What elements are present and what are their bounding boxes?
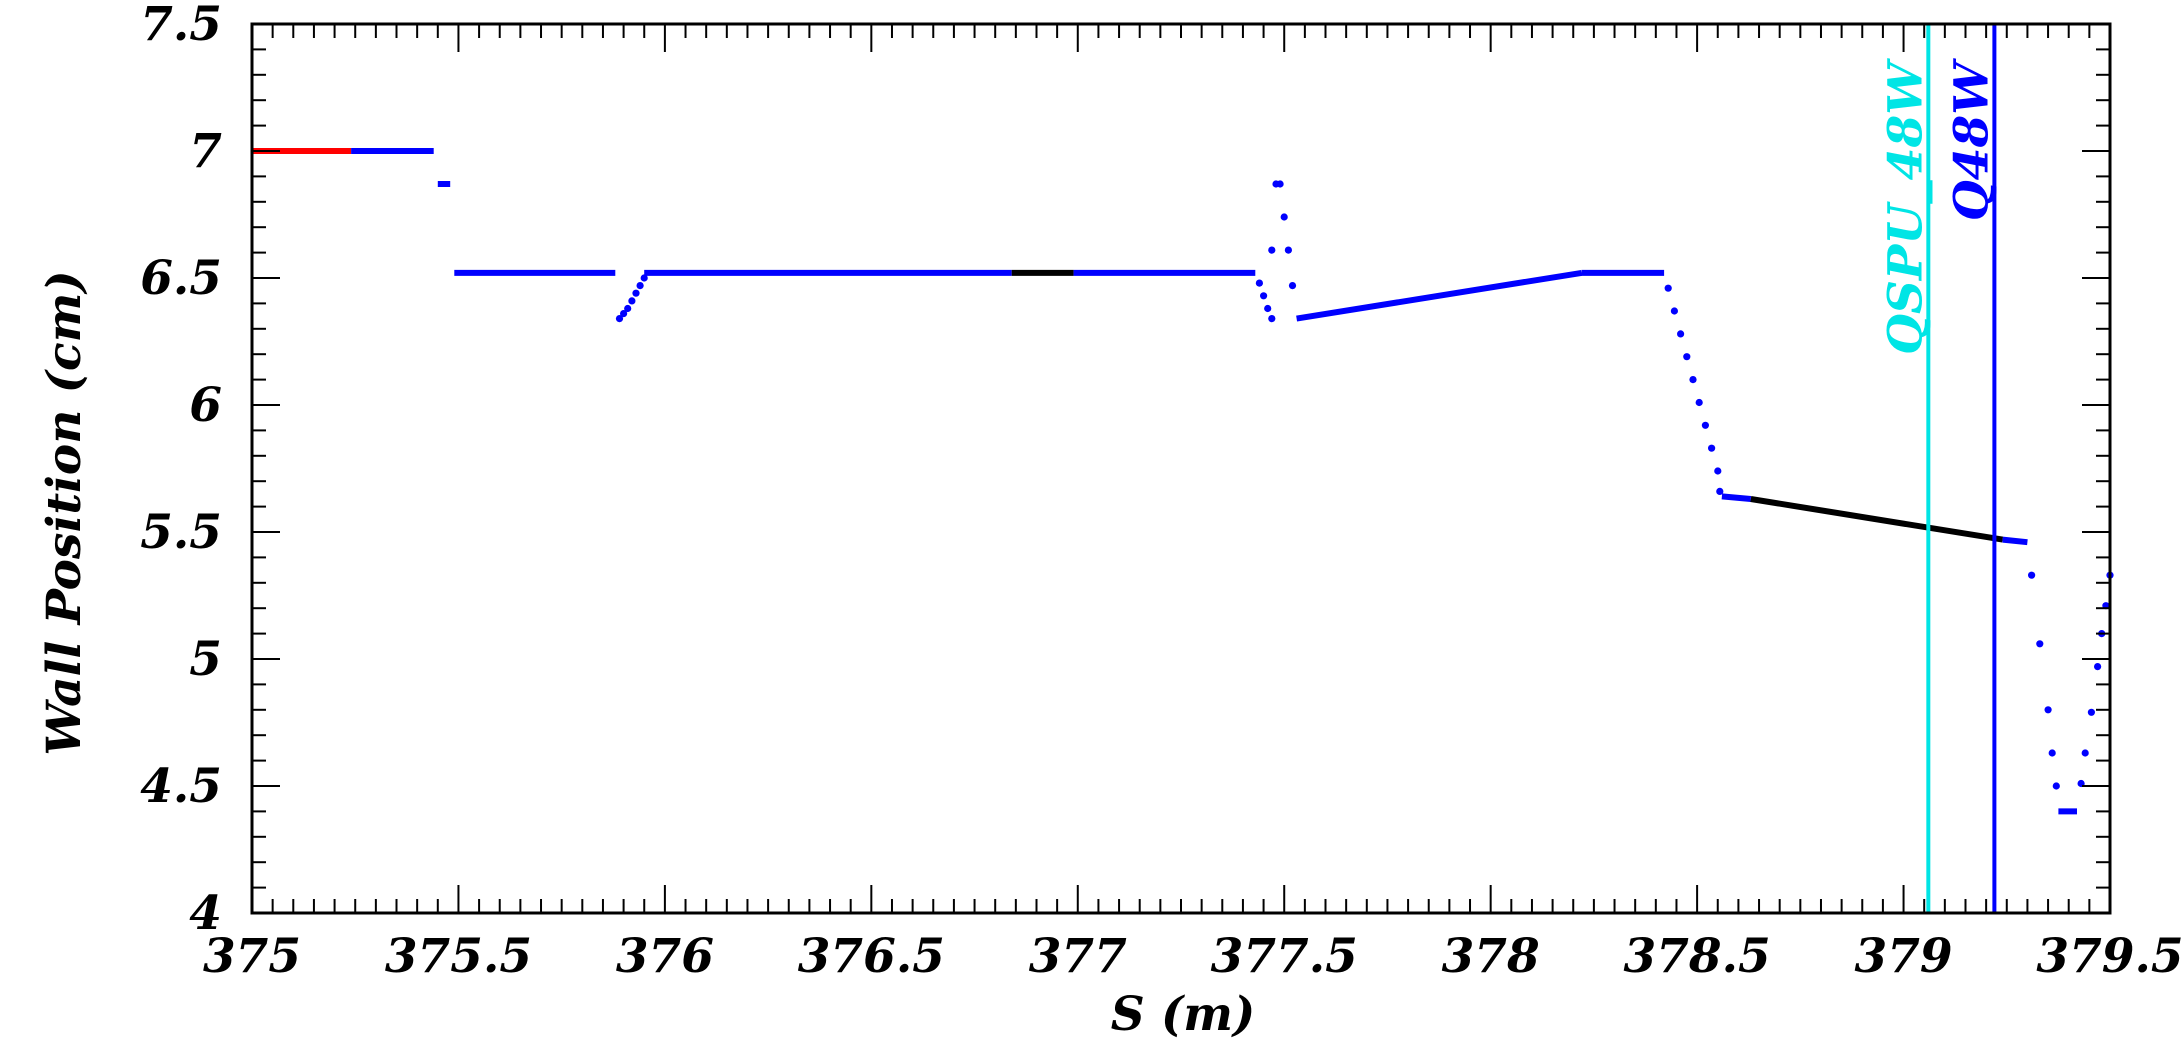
series-11-point-1	[1670, 307, 1678, 315]
x-tick-label: 376	[616, 929, 714, 984]
series-11-point-7	[1708, 444, 1716, 452]
series-segment-9	[1296, 269, 1582, 322]
series-4-point-1	[620, 310, 628, 318]
y-tick-label: 6	[189, 378, 222, 433]
series-15-point-0	[2028, 571, 2036, 579]
x-axis-title: S (m)	[1111, 987, 1256, 1042]
series-8-point-7	[1280, 213, 1288, 221]
series-8-point-4	[1268, 246, 1276, 254]
series-4-point-2	[624, 304, 632, 313]
series-11-point-8	[1714, 467, 1722, 475]
plot-frame-layer	[250, 22, 2112, 915]
x-tick-label: 377.5	[1211, 929, 1358, 984]
x-tick-label: 379.5	[2036, 929, 2183, 984]
series-4-point-4	[632, 289, 640, 297]
y-tick-label: 4	[189, 886, 222, 941]
x-tick-label: 378	[1442, 929, 1540, 984]
series-11-point-6	[1701, 421, 1709, 429]
series-17-point-1	[2081, 749, 2089, 757]
y-tick-label: 4.5	[140, 759, 222, 814]
series-15-point-4	[2052, 782, 2060, 790]
series-11-point-5	[1695, 398, 1703, 407]
x-tick-label: 376.5	[798, 929, 945, 984]
x-tick-label: 375	[203, 929, 301, 984]
series-segment-12	[1721, 493, 1752, 502]
x-tick-label: 375.5	[385, 929, 532, 984]
series-8-point-2	[1264, 304, 1272, 313]
series-11-point-4	[1689, 376, 1697, 384]
series-11-point-2	[1677, 330, 1685, 338]
data-series-layer	[252, 148, 2114, 815]
y-tick-label: 5	[189, 632, 222, 687]
plot-frame	[250, 22, 2112, 915]
y-tick-label: 6.5	[140, 251, 222, 306]
series-4-point-3	[628, 297, 636, 305]
y-tick-label: 7.5	[140, 0, 222, 52]
series-11-point-0	[1664, 284, 1672, 292]
series-15-point-1	[2036, 640, 2044, 648]
series-8-point-8	[1284, 246, 1292, 254]
x-tick-label: 378.5	[1624, 929, 1771, 984]
series-15-point-3	[2048, 749, 2056, 757]
series-8-point-3	[1268, 315, 1276, 323]
series-17-point-3	[2094, 663, 2102, 671]
series-segment-14	[2002, 536, 2028, 546]
series-8-point-1	[1260, 292, 1268, 300]
x-tick-label: 379	[1855, 929, 1953, 984]
series-15-point-2	[2044, 706, 2052, 714]
series-8-point-6	[1276, 180, 1284, 188]
y-axis-title: Wall Position (cm)	[37, 270, 92, 755]
tick-layer: 375 375.5 376 376.5 377 377.5 378 378.5 379 379.5…	[140, 0, 2183, 984]
x-tick-label: 377	[1029, 929, 1127, 984]
marker-label-0: QSPU_48W	[1878, 58, 1933, 355]
marker-label-1: Q48W	[1944, 58, 1999, 221]
series-4-point-0	[615, 315, 624, 323]
series-11-point-9	[1716, 487, 1724, 495]
series-4-point-5	[636, 282, 644, 290]
series-8-point-9	[1288, 282, 1297, 290]
series-17-point-2	[2087, 708, 2095, 716]
series-11-point-3	[1683, 353, 1691, 361]
y-tick-label: 5.5	[140, 505, 222, 560]
series-4-point-6	[640, 274, 648, 282]
marker-layer: QSPU_48W Q48W	[1878, 24, 1999, 913]
series-segment-13	[1750, 496, 2004, 543]
series-8-point-0	[1255, 279, 1263, 287]
y-tick-label: 7	[189, 124, 222, 179]
